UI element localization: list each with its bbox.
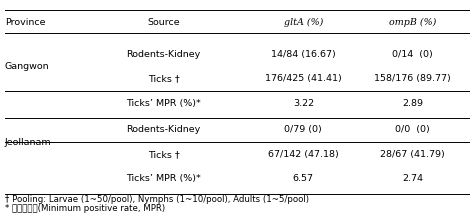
Text: Gangwon: Gangwon — [5, 62, 49, 71]
Text: * 최소양성율(Minimum positive rate, MPR): * 최소양성율(Minimum positive rate, MPR) — [5, 204, 165, 213]
Text: Jeollanam: Jeollanam — [5, 138, 51, 147]
Text: Ticks †: Ticks † — [148, 74, 179, 83]
Text: 6.57: 6.57 — [293, 174, 314, 183]
Text: 2.74: 2.74 — [402, 174, 423, 183]
Text: 28/67 (41.79): 28/67 (41.79) — [380, 150, 445, 159]
Text: 0/79 (0): 0/79 (0) — [284, 125, 322, 134]
Text: Ticks’ MPR (%)*: Ticks’ MPR (%)* — [126, 99, 201, 108]
Text: 67/142 (47.18): 67/142 (47.18) — [268, 150, 339, 159]
Text: 2.89: 2.89 — [402, 99, 423, 108]
Text: ompB (%): ompB (%) — [389, 18, 436, 27]
Text: Source: Source — [147, 18, 180, 27]
Text: gltA (%): gltA (%) — [283, 18, 323, 27]
Text: Province: Province — [5, 18, 45, 27]
Text: Rodents-Kidney: Rodents-Kidney — [127, 125, 201, 134]
Text: Rodents-Kidney: Rodents-Kidney — [127, 50, 201, 59]
Text: 158/176 (89.77): 158/176 (89.77) — [374, 74, 451, 83]
Text: 0/0  (0): 0/0 (0) — [395, 125, 430, 134]
Text: 176/425 (41.41): 176/425 (41.41) — [265, 74, 342, 83]
Text: † Pooling: Larvae (1~50/pool), Nymphs (1~10/pool), Adults (1~5/pool): † Pooling: Larvae (1~50/pool), Nymphs (1… — [5, 195, 309, 204]
Text: Ticks †: Ticks † — [148, 150, 179, 159]
Text: 0/14  (0): 0/14 (0) — [392, 50, 433, 59]
Text: 14/84 (16.67): 14/84 (16.67) — [271, 50, 336, 59]
Text: Ticks’ MPR (%)*: Ticks’ MPR (%)* — [126, 174, 201, 183]
Text: 3.22: 3.22 — [293, 99, 314, 108]
